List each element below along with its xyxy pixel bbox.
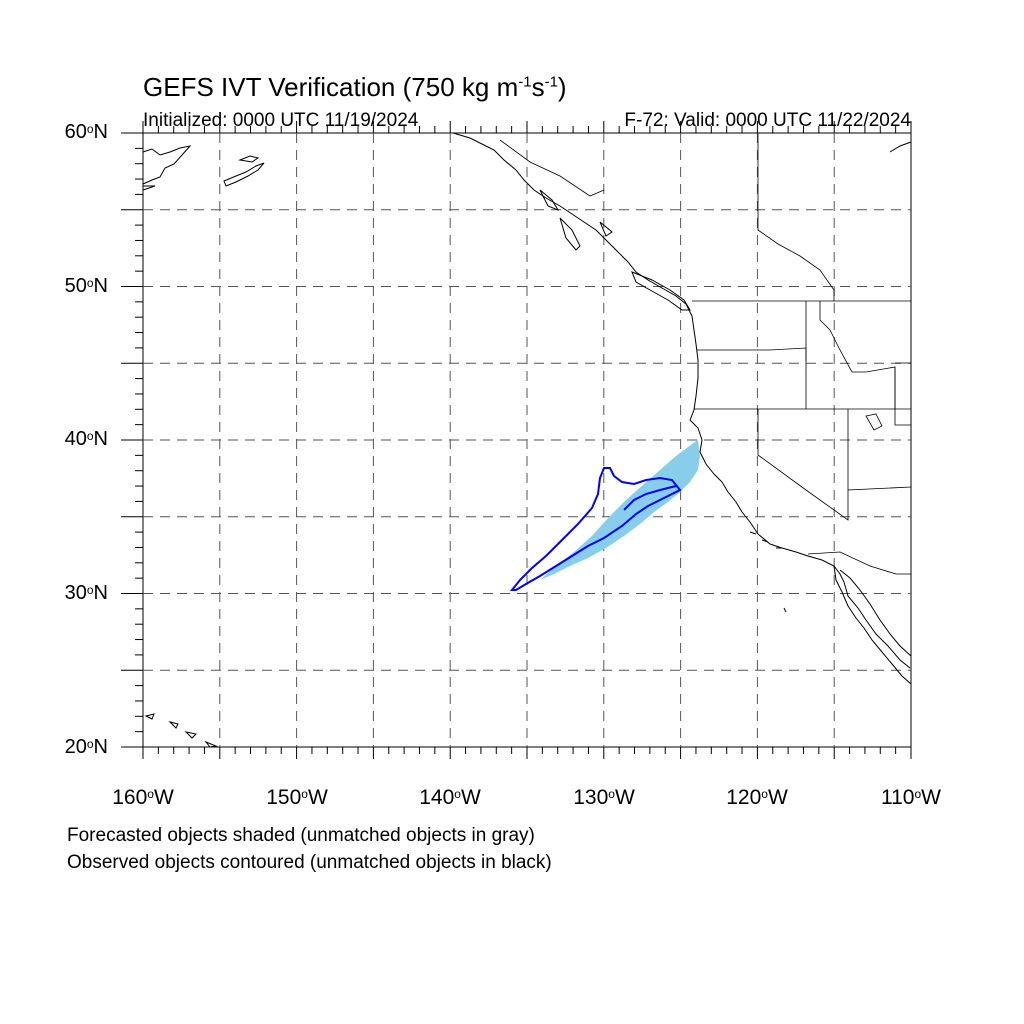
lat-label-60: 60oN	[64, 121, 108, 143]
lon-label-140w: 140oW	[419, 786, 481, 809]
graticule	[143, 133, 911, 747]
observed-ivt-contour-inner	[623, 485, 677, 511]
wa-or-border	[697, 347, 807, 361]
forecast-ivt-object	[540, 440, 700, 580]
lon-label-150w: 150oW	[266, 786, 328, 809]
northern-coast	[889, 141, 912, 153]
us-mexico-border	[807, 551, 911, 575]
vancouver-island	[631, 271, 691, 311]
initialized-time: Initialized: 0000 UTC 11/19/2024	[143, 110, 419, 131]
alaska-coast	[142, 145, 192, 185]
lat-label-40: 40oN	[64, 428, 108, 450]
coastlines-and-borders	[142, 132, 912, 748]
baja-california	[833, 565, 912, 685]
bc-border	[757, 133, 835, 301]
lat-label-30: 30oN	[64, 582, 108, 604]
lat-label-50: 50oN	[64, 275, 108, 297]
panhandle-islands	[539, 189, 613, 251]
lon-label-130w: 130oW	[573, 786, 635, 809]
alaska-peninsula	[223, 162, 265, 187]
observed-ivt-contour	[509, 467, 682, 591]
map-title: GEFS IVT Verification (750 kg m-1s-1)	[143, 72, 567, 102]
axis-ticks	[121, 121, 912, 759]
lon-label-110w: 110oW	[881, 786, 941, 809]
lat-label-20: 20oN	[64, 736, 108, 758]
valid-time: F-72: Valid: 0000 UTC 11/22/2024	[624, 110, 911, 131]
political-borders	[499, 133, 912, 575]
lon-label-120w: 120oW	[726, 786, 788, 809]
legend-note-observed: Observed objects contoured (unmatched ob…	[67, 852, 552, 873]
id-border	[805, 301, 896, 409]
ca-lake	[865, 413, 883, 431]
gulf-of-california	[839, 569, 912, 657]
legend-note-forecast: Forecasted objects shaded (unmatched obj…	[67, 825, 535, 846]
ca-nv-border	[757, 409, 912, 521]
lon-label-160w: 160oW	[112, 786, 174, 809]
channel-islands	[749, 531, 787, 613]
wy-border	[894, 362, 911, 426]
alaska-border	[499, 139, 605, 197]
hawaii-islands	[144, 713, 218, 748]
alaska-islands	[142, 155, 260, 191]
